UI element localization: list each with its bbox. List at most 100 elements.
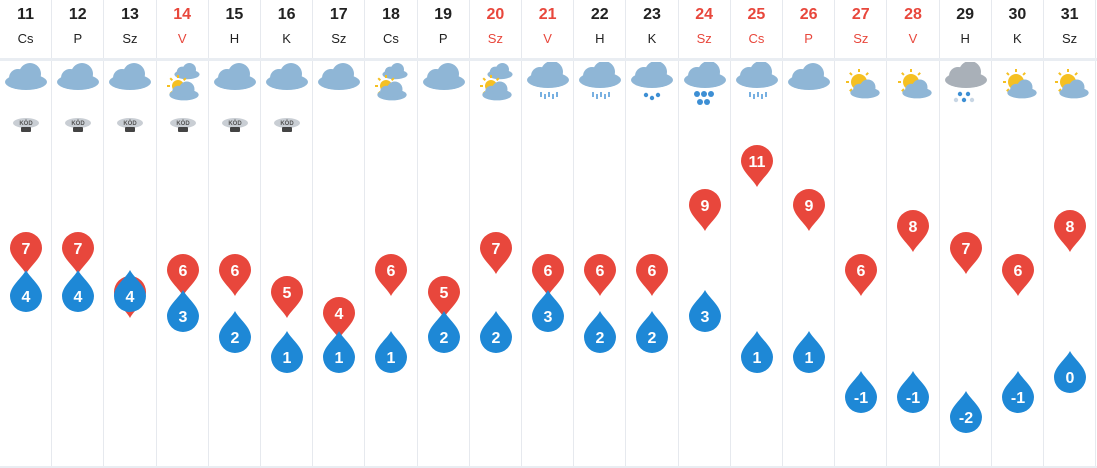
day-column[interactable]: 19 P 5 2 [418, 0, 470, 466]
min-temp-drop: 1 [737, 329, 777, 380]
day-number: 14 [173, 6, 192, 23]
day-column[interactable]: 26 P 9 1 [783, 0, 836, 466]
day-number: 16 [277, 6, 296, 23]
day-number: 12 [68, 6, 87, 23]
sleet-cloud-icon [940, 61, 992, 112]
day-name: H [229, 31, 240, 46]
max-temp-pin: 6 [528, 252, 568, 303]
max-temp-pin: 6 [841, 252, 881, 303]
max-temp-pin: 5 [424, 274, 464, 325]
day-column[interactable]: 12 P KÖD 7 4 [52, 0, 105, 466]
max-temp-pin: 11 [737, 143, 777, 194]
day-number: 22 [590, 6, 609, 23]
day-column[interactable]: 29 H 7 -2 [940, 0, 992, 466]
fog-icon: KÖD [157, 116, 209, 136]
day-column[interactable]: 22 H 6 2 [574, 0, 627, 466]
svg-text:9: 9 [700, 198, 709, 215]
svg-text:KÖD: KÖD [124, 120, 138, 127]
svg-text:2: 2 [596, 330, 605, 347]
svg-text:3: 3 [700, 309, 709, 326]
svg-text:4: 4 [22, 289, 31, 306]
svg-text:2: 2 [230, 330, 239, 347]
fog-icon: KÖD [52, 116, 104, 136]
day-number: 18 [382, 6, 400, 23]
day-number: 31 [1060, 6, 1079, 23]
day-column[interactable]: 27 Sz 6 -1 [835, 0, 888, 466]
svg-text:5: 5 [439, 285, 448, 302]
day-name: Sz [696, 31, 712, 46]
cloud-icon [261, 62, 313, 112]
svg-text:5: 5 [283, 285, 292, 302]
day-name: K [282, 31, 291, 46]
day-column[interactable]: 14 V KÖD 6 3 [157, 0, 209, 466]
min-temp-drop: 4 [6, 268, 46, 319]
sun-behind-cloud-icon [1044, 62, 1096, 112]
min-temp-drop: -1 [841, 369, 881, 420]
day-column[interactable]: 30 K 6 -1 [992, 0, 1044, 466]
svg-text:6: 6 [648, 263, 657, 280]
day-column[interactable]: 24 Sz 9 3 [679, 0, 731, 466]
day-column[interactable]: 25 Cs 11 1 [731, 0, 783, 466]
day-column[interactable]: 16 K KÖD 5 1 [261, 0, 314, 466]
cloud-icon [104, 62, 156, 112]
day-number: 28 [904, 6, 922, 23]
svg-text:6: 6 [387, 263, 396, 280]
day-column[interactable]: 17 Sz 4 1 [313, 0, 366, 466]
day-column[interactable]: 18 Cs 6 1 [365, 0, 418, 466]
day-column[interactable]: 28 V 8 -1 [887, 0, 940, 466]
min-temp-drop: 2 [632, 309, 672, 360]
svg-text:-1: -1 [1011, 390, 1025, 407]
day-column[interactable]: 15 H KÖD 6 2 [209, 0, 261, 466]
day-name: Sz [331, 31, 347, 46]
min-temp-drop: 2 [476, 309, 516, 360]
fog-icon: KÖD [104, 116, 156, 136]
day-name: Sz [853, 31, 869, 46]
day-column[interactable]: 31 Sz 8 0 [1044, 0, 1097, 466]
min-temp-drop: 0 [1050, 349, 1090, 400]
min-temp-drop: 3 [528, 288, 568, 339]
fog-icon: KÖD [261, 116, 313, 136]
svg-text:4: 4 [74, 289, 83, 306]
drizzle-cloud-icon [626, 61, 678, 112]
fog-icon: KÖD [209, 116, 261, 136]
day-column[interactable]: 13SzKÖD54 [104, 0, 157, 466]
day-name: Cs [383, 31, 399, 46]
svg-text:1: 1 [283, 350, 292, 367]
max-temp-pin: 6 [632, 252, 672, 303]
max-temp-pin: 6 [998, 252, 1038, 303]
day-name: Sz [122, 31, 138, 46]
svg-text:KÖD: KÖD [72, 120, 86, 127]
max-temp-pin: 7 [946, 230, 986, 281]
max-temp-pin: 6 [580, 252, 620, 303]
fog-icon: KÖD [0, 116, 52, 136]
bottom-divider [0, 466, 1097, 468]
day-name: V [908, 31, 918, 46]
day-column[interactable]: 23 K 6 2 [626, 0, 679, 466]
day-number: 20 [486, 6, 505, 23]
svg-text:9: 9 [805, 198, 814, 215]
svg-text:-2: -2 [958, 410, 972, 427]
svg-text:7: 7 [22, 241, 31, 258]
sun-behind-cloud-icon [835, 62, 887, 112]
svg-text:6: 6 [596, 263, 605, 280]
min-temp-drop: 2 [424, 309, 464, 360]
svg-text:7: 7 [961, 241, 970, 258]
day-name: K [1013, 31, 1022, 46]
cloud-icon [52, 62, 104, 112]
day-column[interactable]: 21 V 6 3 [522, 0, 575, 466]
svg-text:8: 8 [909, 219, 918, 236]
svg-text:7: 7 [491, 241, 500, 258]
cloud-icon [313, 62, 365, 112]
svg-text:1: 1 [752, 350, 761, 367]
max-temp-pin: 7 [6, 230, 46, 281]
svg-text:KÖD: KÖD [19, 120, 33, 127]
min-temp-drop: 4 [58, 268, 98, 319]
svg-text:4: 4 [335, 306, 344, 323]
day-column[interactable]: 20 Sz 7 2 [470, 0, 522, 466]
svg-text:6: 6 [1013, 263, 1022, 280]
day-column[interactable]: 11 Cs KÖD 7 4 [0, 0, 53, 466]
min-temp-drop: 3 [685, 288, 725, 339]
svg-text:6: 6 [857, 263, 866, 280]
max-temp-pin: 7 [58, 230, 98, 281]
rain-cloud-icon [574, 61, 626, 112]
